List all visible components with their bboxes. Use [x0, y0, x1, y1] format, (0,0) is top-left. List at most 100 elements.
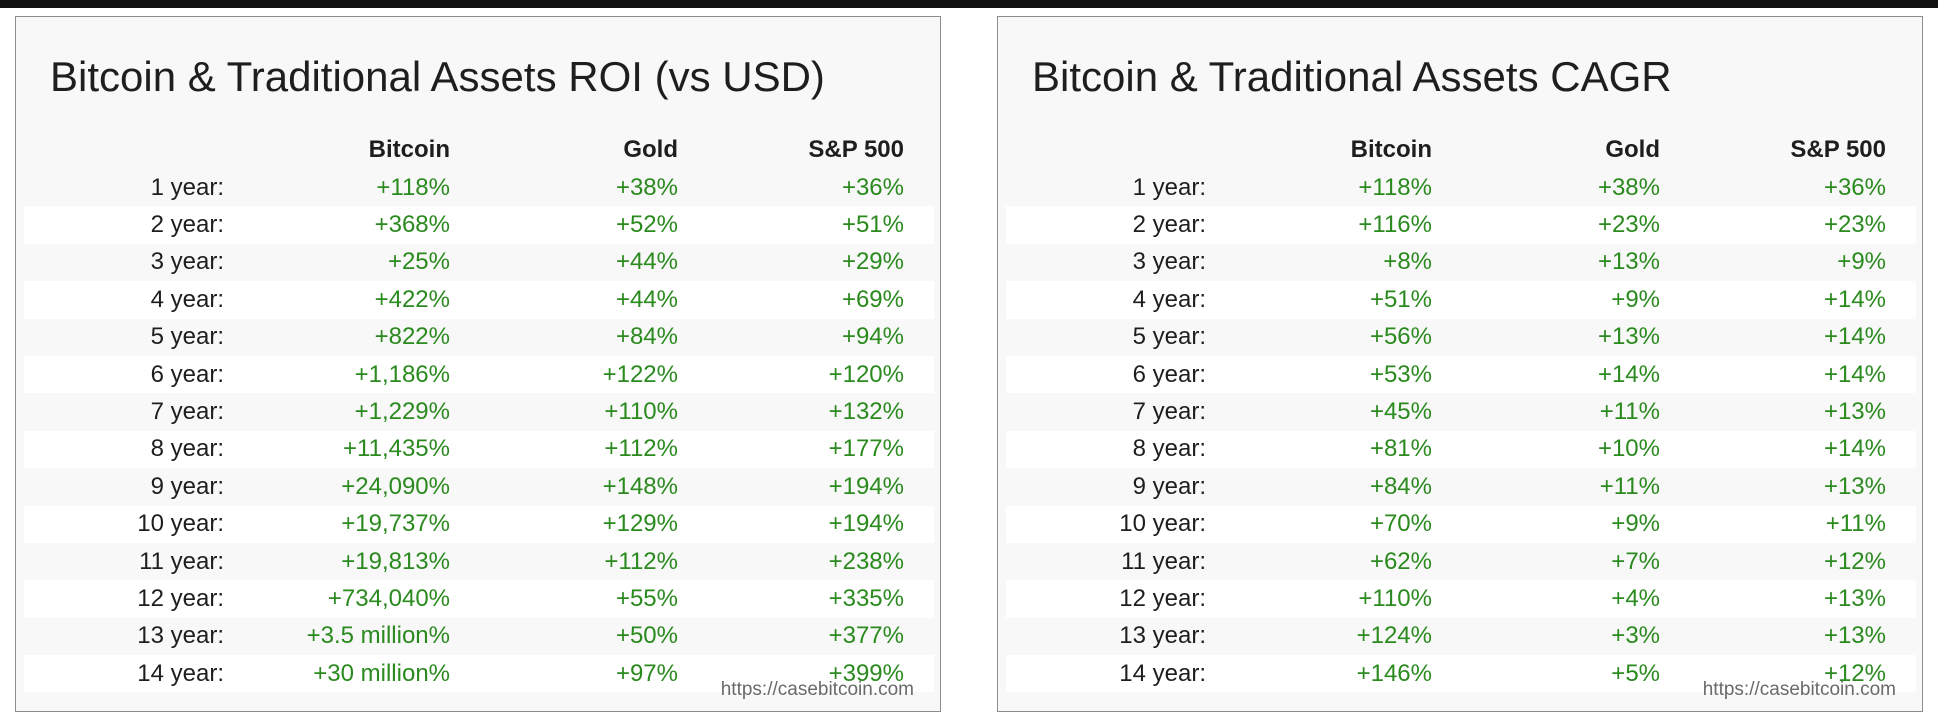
sp500-value: +14% — [1823, 360, 1886, 388]
gold-value: +55% — [615, 584, 678, 612]
gold-value: +10% — [1597, 435, 1660, 463]
row-label: 10 year: — [1119, 510, 1206, 538]
table-row: 2 year: +116% +23% +23% — [1006, 206, 1916, 244]
table-row: 1 year: +118% +38% +36% — [24, 169, 934, 207]
gold-value: +112% — [604, 547, 678, 575]
bitcoin-value: +19,813% — [341, 547, 450, 575]
row-label: 2 year: — [1132, 211, 1206, 239]
table-row: 12 year: +734,040% +55% +335% — [24, 580, 934, 618]
roi-header-blank — [24, 131, 224, 169]
cagr-col-sp500: S&P 500 — [1790, 136, 1886, 163]
row-label: 5 year: — [1132, 323, 1206, 351]
table-row: 11 year: +62% +7% +12% — [1006, 542, 1916, 581]
sp500-value: +120% — [828, 360, 904, 388]
gold-value: +38% — [1597, 173, 1660, 201]
sp500-value: +14% — [1823, 323, 1886, 351]
sp500-value: +194% — [828, 510, 904, 538]
roi-col-gold: Gold — [623, 136, 678, 163]
table-row: 13 year: +3.5 million% +50% +377% — [24, 617, 934, 656]
sp500-value: +13% — [1823, 398, 1886, 426]
table-row: 8 year: +81% +10% +14% — [1006, 430, 1916, 469]
table-row: 13 year: +124% +3% +13% — [1006, 617, 1916, 656]
cagr-table-body: 1 year: +118% +38% +36% 2 year: +116% +23% +23%… — [1006, 169, 1916, 693]
sp500-value: +238% — [828, 547, 904, 575]
table-row: 10 year: +70% +9% +11% — [1006, 505, 1916, 543]
gold-value: +52% — [615, 211, 678, 239]
sp500-value: +12% — [1823, 547, 1886, 575]
row-label: 4 year: — [1132, 285, 1206, 313]
gold-value: +11% — [1599, 398, 1660, 426]
bitcoin-value: +110% — [1358, 584, 1432, 612]
table-row: 10 year: +19,737% +129% +194% — [24, 505, 934, 543]
gold-value: +97% — [615, 659, 678, 687]
row-label: 11 year: — [139, 547, 224, 575]
row-label: 3 year: — [1132, 248, 1206, 276]
table-row: 2 year: +368% +52% +51% — [24, 206, 934, 244]
roi-source: https://casebitcoin.com — [720, 679, 914, 700]
gold-value: +5% — [1611, 659, 1660, 687]
sp500-value: +11% — [1825, 510, 1886, 538]
gold-value: +122% — [602, 360, 678, 388]
cagr-header-blank — [1006, 131, 1206, 169]
gold-value: +11% — [1599, 472, 1660, 500]
bitcoin-value: +124% — [1356, 622, 1432, 650]
gold-value: +13% — [1597, 323, 1660, 351]
bitcoin-value: +116% — [1358, 211, 1432, 239]
sp500-value: +69% — [841, 285, 904, 313]
gold-value: +112% — [604, 435, 678, 463]
row-label: 3 year: — [150, 248, 224, 276]
table-row: 3 year: +8% +13% +9% — [1006, 243, 1916, 282]
cagr-title: Bitcoin & Traditional Assets CAGR — [1032, 53, 1672, 100]
roi-title: Bitcoin & Traditional Assets ROI (vs USD… — [50, 53, 825, 100]
row-label: 11 year: — [1121, 547, 1206, 575]
gold-value: +38% — [615, 173, 678, 201]
bitcoin-value: +11,435% — [343, 435, 450, 463]
gold-value: +44% — [615, 285, 678, 313]
gold-value: +13% — [1597, 248, 1660, 276]
gold-value: +84% — [615, 323, 678, 351]
table-row: 5 year: +56% +13% +14% — [1006, 318, 1916, 356]
sp500-value: +13% — [1823, 472, 1886, 500]
row-label: 9 year: — [1132, 472, 1206, 500]
table-row: 5 year: +822% +84% +94% — [24, 318, 934, 356]
bitcoin-value: +56% — [1369, 323, 1432, 351]
row-label: 13 year: — [1119, 622, 1206, 650]
sp500-value: +14% — [1823, 435, 1886, 463]
sp500-value: +335% — [828, 584, 904, 612]
sp500-value: +94% — [841, 323, 904, 351]
row-label: 8 year: — [150, 435, 224, 463]
sp500-value: +13% — [1823, 622, 1886, 650]
sp500-value: +194% — [828, 472, 904, 500]
gold-value: +4% — [1611, 584, 1660, 612]
row-label: 12 year: — [137, 584, 224, 612]
top-bar — [0, 0, 1938, 8]
sp500-value: +132% — [828, 398, 904, 426]
bitcoin-value: +734,040% — [327, 584, 450, 612]
row-label: 2 year: — [150, 211, 224, 239]
gold-value: +3% — [1611, 622, 1660, 650]
row-label: 12 year: — [1119, 584, 1206, 612]
gold-value: +50% — [615, 622, 678, 650]
table-row: 11 year: +19,813% +112% +238% — [24, 542, 934, 581]
cagr-col-gold: Gold — [1605, 136, 1660, 163]
table-row: 6 year: +1,186% +122% +120% — [24, 355, 934, 394]
roi-table-body: 1 year: +118% +38% +36% 2 year: +368% +52% +51%… — [24, 169, 934, 693]
table-row: 8 year: +11,435% +112% +177% — [24, 430, 934, 469]
sp500-value: +9% — [1837, 248, 1886, 276]
bitcoin-value: +822% — [374, 323, 450, 351]
bitcoin-value: +24,090% — [341, 472, 450, 500]
gold-value: +9% — [1611, 510, 1660, 538]
sp500-value: +13% — [1823, 584, 1886, 612]
table-row: 7 year: +1,229% +110% +132% — [24, 393, 934, 431]
roi-panel: Bitcoin & Traditional Assets ROI (vs USD… — [15, 16, 941, 712]
table-row: 1 year: +118% +38% +36% — [1006, 169, 1916, 207]
bitcoin-value: +3.5 million% — [306, 622, 450, 650]
row-label: 4 year: — [150, 285, 224, 313]
row-label: 6 year: — [150, 360, 224, 388]
row-label: 9 year: — [150, 472, 224, 500]
row-label: 7 year: — [150, 398, 224, 426]
bitcoin-value: +84% — [1369, 472, 1432, 500]
gold-value: +148% — [602, 472, 678, 500]
cagr-header-row: Bitcoin Gold S&P 500 — [1006, 131, 1916, 169]
bitcoin-value: +8% — [1383, 248, 1432, 276]
